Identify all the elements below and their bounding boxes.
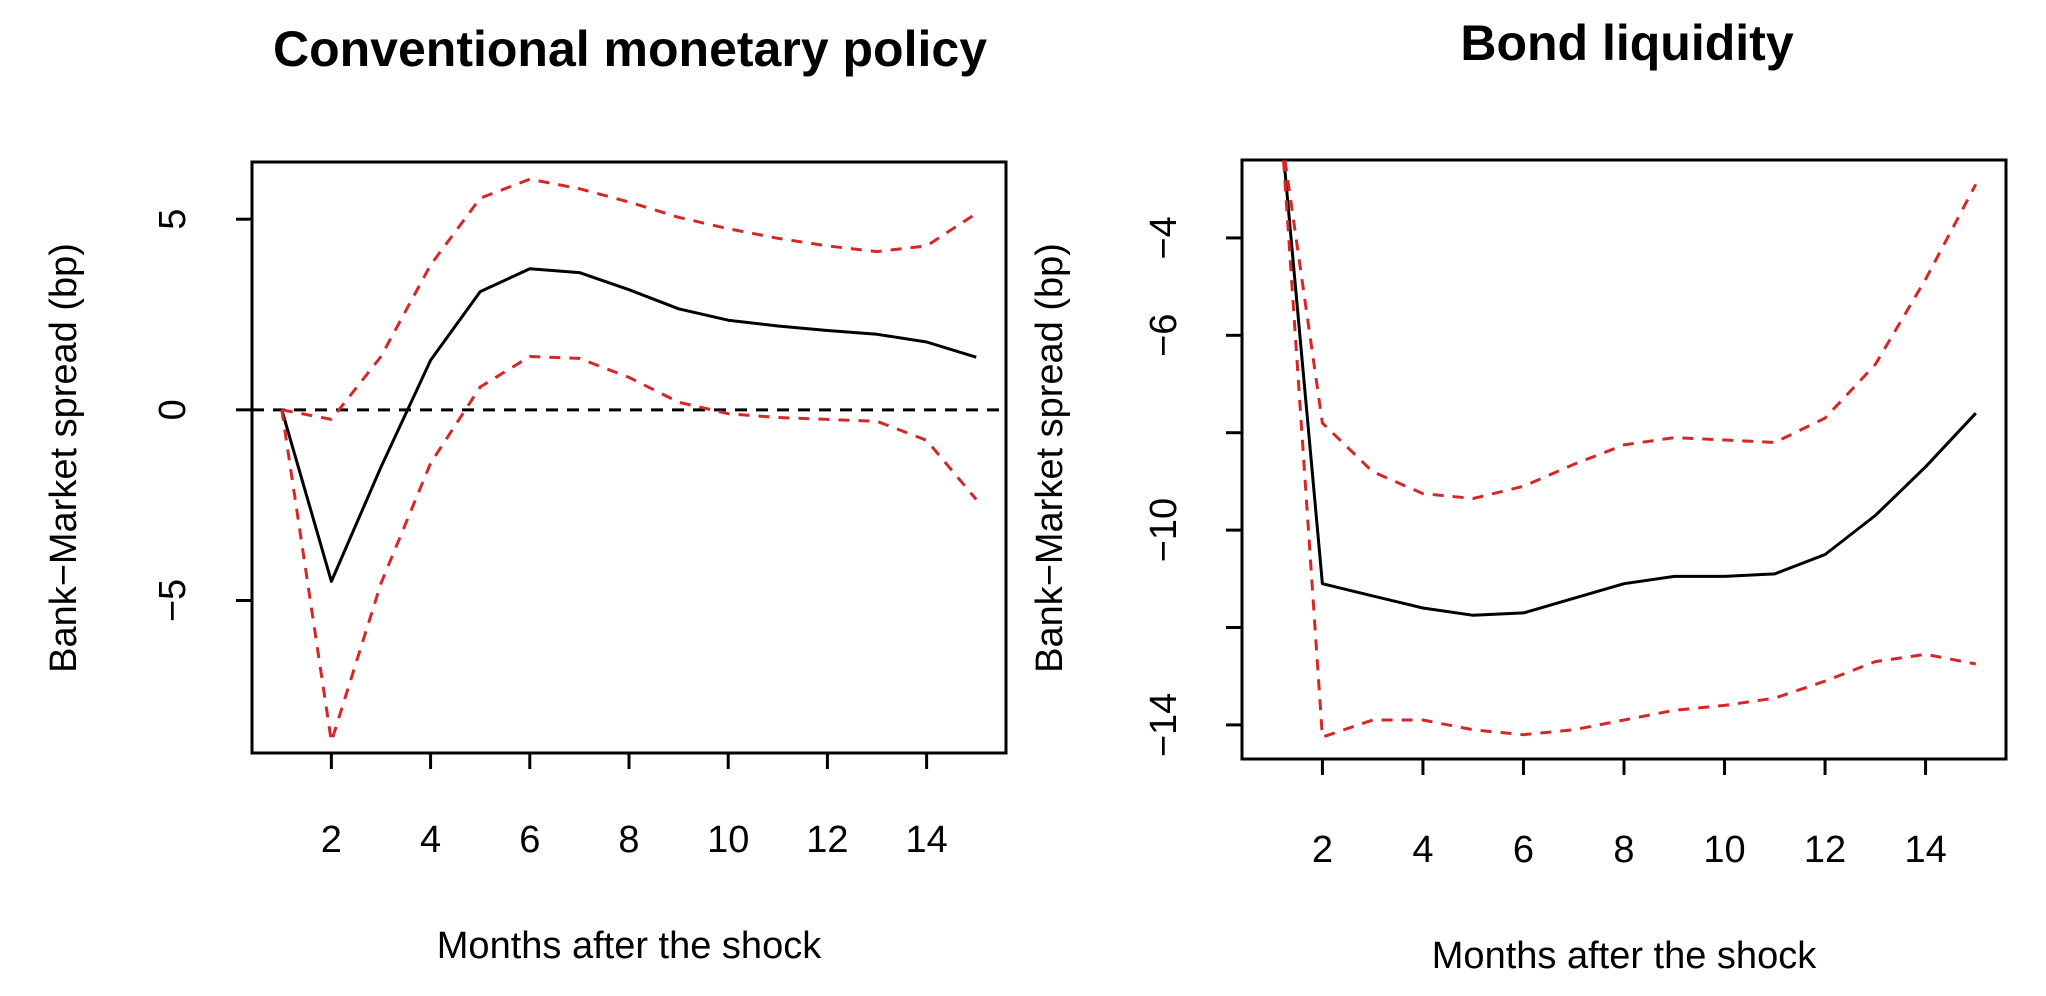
y-tick-label: −6 <box>1143 314 1185 357</box>
x-tick-label: 2 <box>1312 829 1333 871</box>
y-tick-label: 0 <box>152 399 194 420</box>
y-tick-label: −14 <box>1143 693 1185 757</box>
plot-area <box>252 177 1006 744</box>
x-axis-ticks: 2 4 6 8 10 12 14 <box>1312 759 1947 871</box>
plot-area <box>1282 160 1978 739</box>
x-tick-label: 6 <box>1513 829 1534 871</box>
x-tick-label: 8 <box>618 819 639 861</box>
x-tick-label: 14 <box>1904 829 1946 871</box>
lower-confidence-band <box>1282 160 1977 739</box>
lower-confidence-band <box>280 355 978 744</box>
y-axis-ticks: −14 −10 −6 −4 <box>1143 216 1242 757</box>
x-tick-label: 4 <box>420 819 441 861</box>
y-tick-label: −4 <box>1143 216 1185 259</box>
y-tick-label: −5 <box>152 579 194 622</box>
upper-confidence-band <box>281 177 978 421</box>
x-tick-label: 2 <box>321 819 342 861</box>
x-tick-label: 12 <box>1804 829 1846 871</box>
panel-conventional-monetary-policy: Conventional monetary policy 2 4 6 8 10 12 14 … <box>43 21 1008 967</box>
upper-confidence-band <box>1283 160 1978 500</box>
x-tick-label: 14 <box>905 819 947 861</box>
y-axis-label: Bank−Market spread (bp) <box>1029 243 1071 673</box>
x-tick-label: 12 <box>806 819 848 861</box>
x-tick-label: 10 <box>1703 829 1745 871</box>
x-tick-label: 6 <box>519 819 540 861</box>
panel-bond-liquidity: Bond liquidity 2 4 6 8 10 12 14 −14 −10 −6 −4 Mon… <box>1029 15 2008 977</box>
y-axis-ticks: −5 0 5 <box>152 209 252 622</box>
impulse-response-line <box>280 267 977 583</box>
x-tick-label: 4 <box>1412 829 1433 871</box>
x-tick-label: 8 <box>1613 829 1634 871</box>
plot-frame <box>1240 158 2008 761</box>
x-axis-ticks: 2 4 6 8 10 12 14 <box>321 753 948 861</box>
y-tick-label: −10 <box>1143 498 1185 562</box>
x-axis-label: Months after the shock <box>1432 935 1817 977</box>
x-axis-label: Months after the shock <box>437 925 822 967</box>
y-axis-label: Bank−Market spread (bp) <box>43 243 85 673</box>
plot-lines <box>252 177 1006 744</box>
chart-title: Bond liquidity <box>1460 15 1793 71</box>
y-tick-label: 5 <box>152 209 194 230</box>
chart-title: Conventional monetary policy <box>273 21 987 77</box>
impulse-response-line <box>1282 160 1977 617</box>
plot-lines <box>1282 160 1978 739</box>
x-tick-label: 10 <box>707 819 749 861</box>
